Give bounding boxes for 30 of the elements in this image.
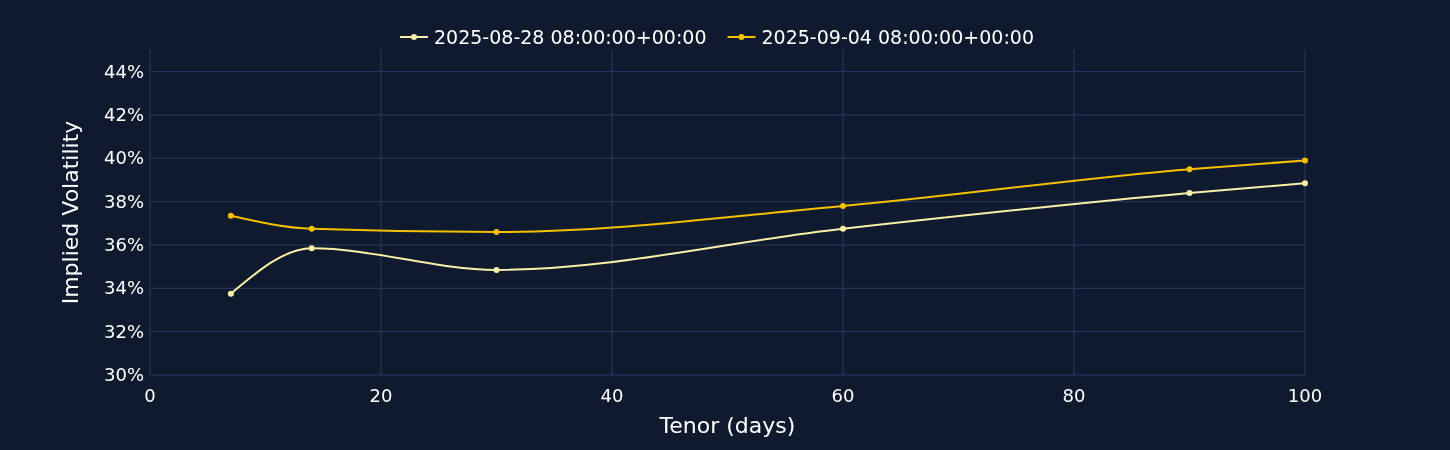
point: [227, 290, 234, 297]
x-tick-label: 80: [1062, 385, 1086, 406]
x-tick-label: 20: [369, 385, 393, 406]
point: [840, 225, 846, 232]
y-tick-label: 34%: [103, 277, 144, 299]
y-tick-label: 30%: [103, 364, 144, 385]
legend-label: 2025-08-28 08:00:00+00:00: [434, 26, 707, 48]
x-tick-label: 100: [1287, 385, 1323, 406]
point: [308, 225, 315, 232]
y-tick-label: 40%: [103, 147, 144, 169]
point: [1186, 166, 1193, 173]
point: [493, 229, 500, 235]
x-axis-title: Tenor (days): [658, 413, 796, 438]
point: [493, 266, 500, 273]
y-axis-title: Implied Volatility: [58, 120, 83, 305]
point: [1186, 190, 1193, 196]
y-tick-label: 38%: [103, 190, 144, 212]
x-tick-label: 0: [144, 385, 156, 406]
legend-label: 2025-09-04 08:00:00+00:00: [761, 26, 1034, 48]
x-tick-label: 40: [600, 385, 624, 406]
y-tick-label: 42%: [103, 104, 144, 125]
y-tick-label: 36%: [103, 234, 144, 255]
point: [1302, 180, 1308, 187]
point: [308, 245, 315, 252]
point: [840, 203, 846, 209]
x-tick-label: 60: [831, 385, 855, 406]
point: [227, 212, 234, 219]
y-tick-label: 44%: [103, 60, 144, 82]
point: [1302, 157, 1308, 164]
y-tick-label: 32%: [103, 320, 144, 342]
